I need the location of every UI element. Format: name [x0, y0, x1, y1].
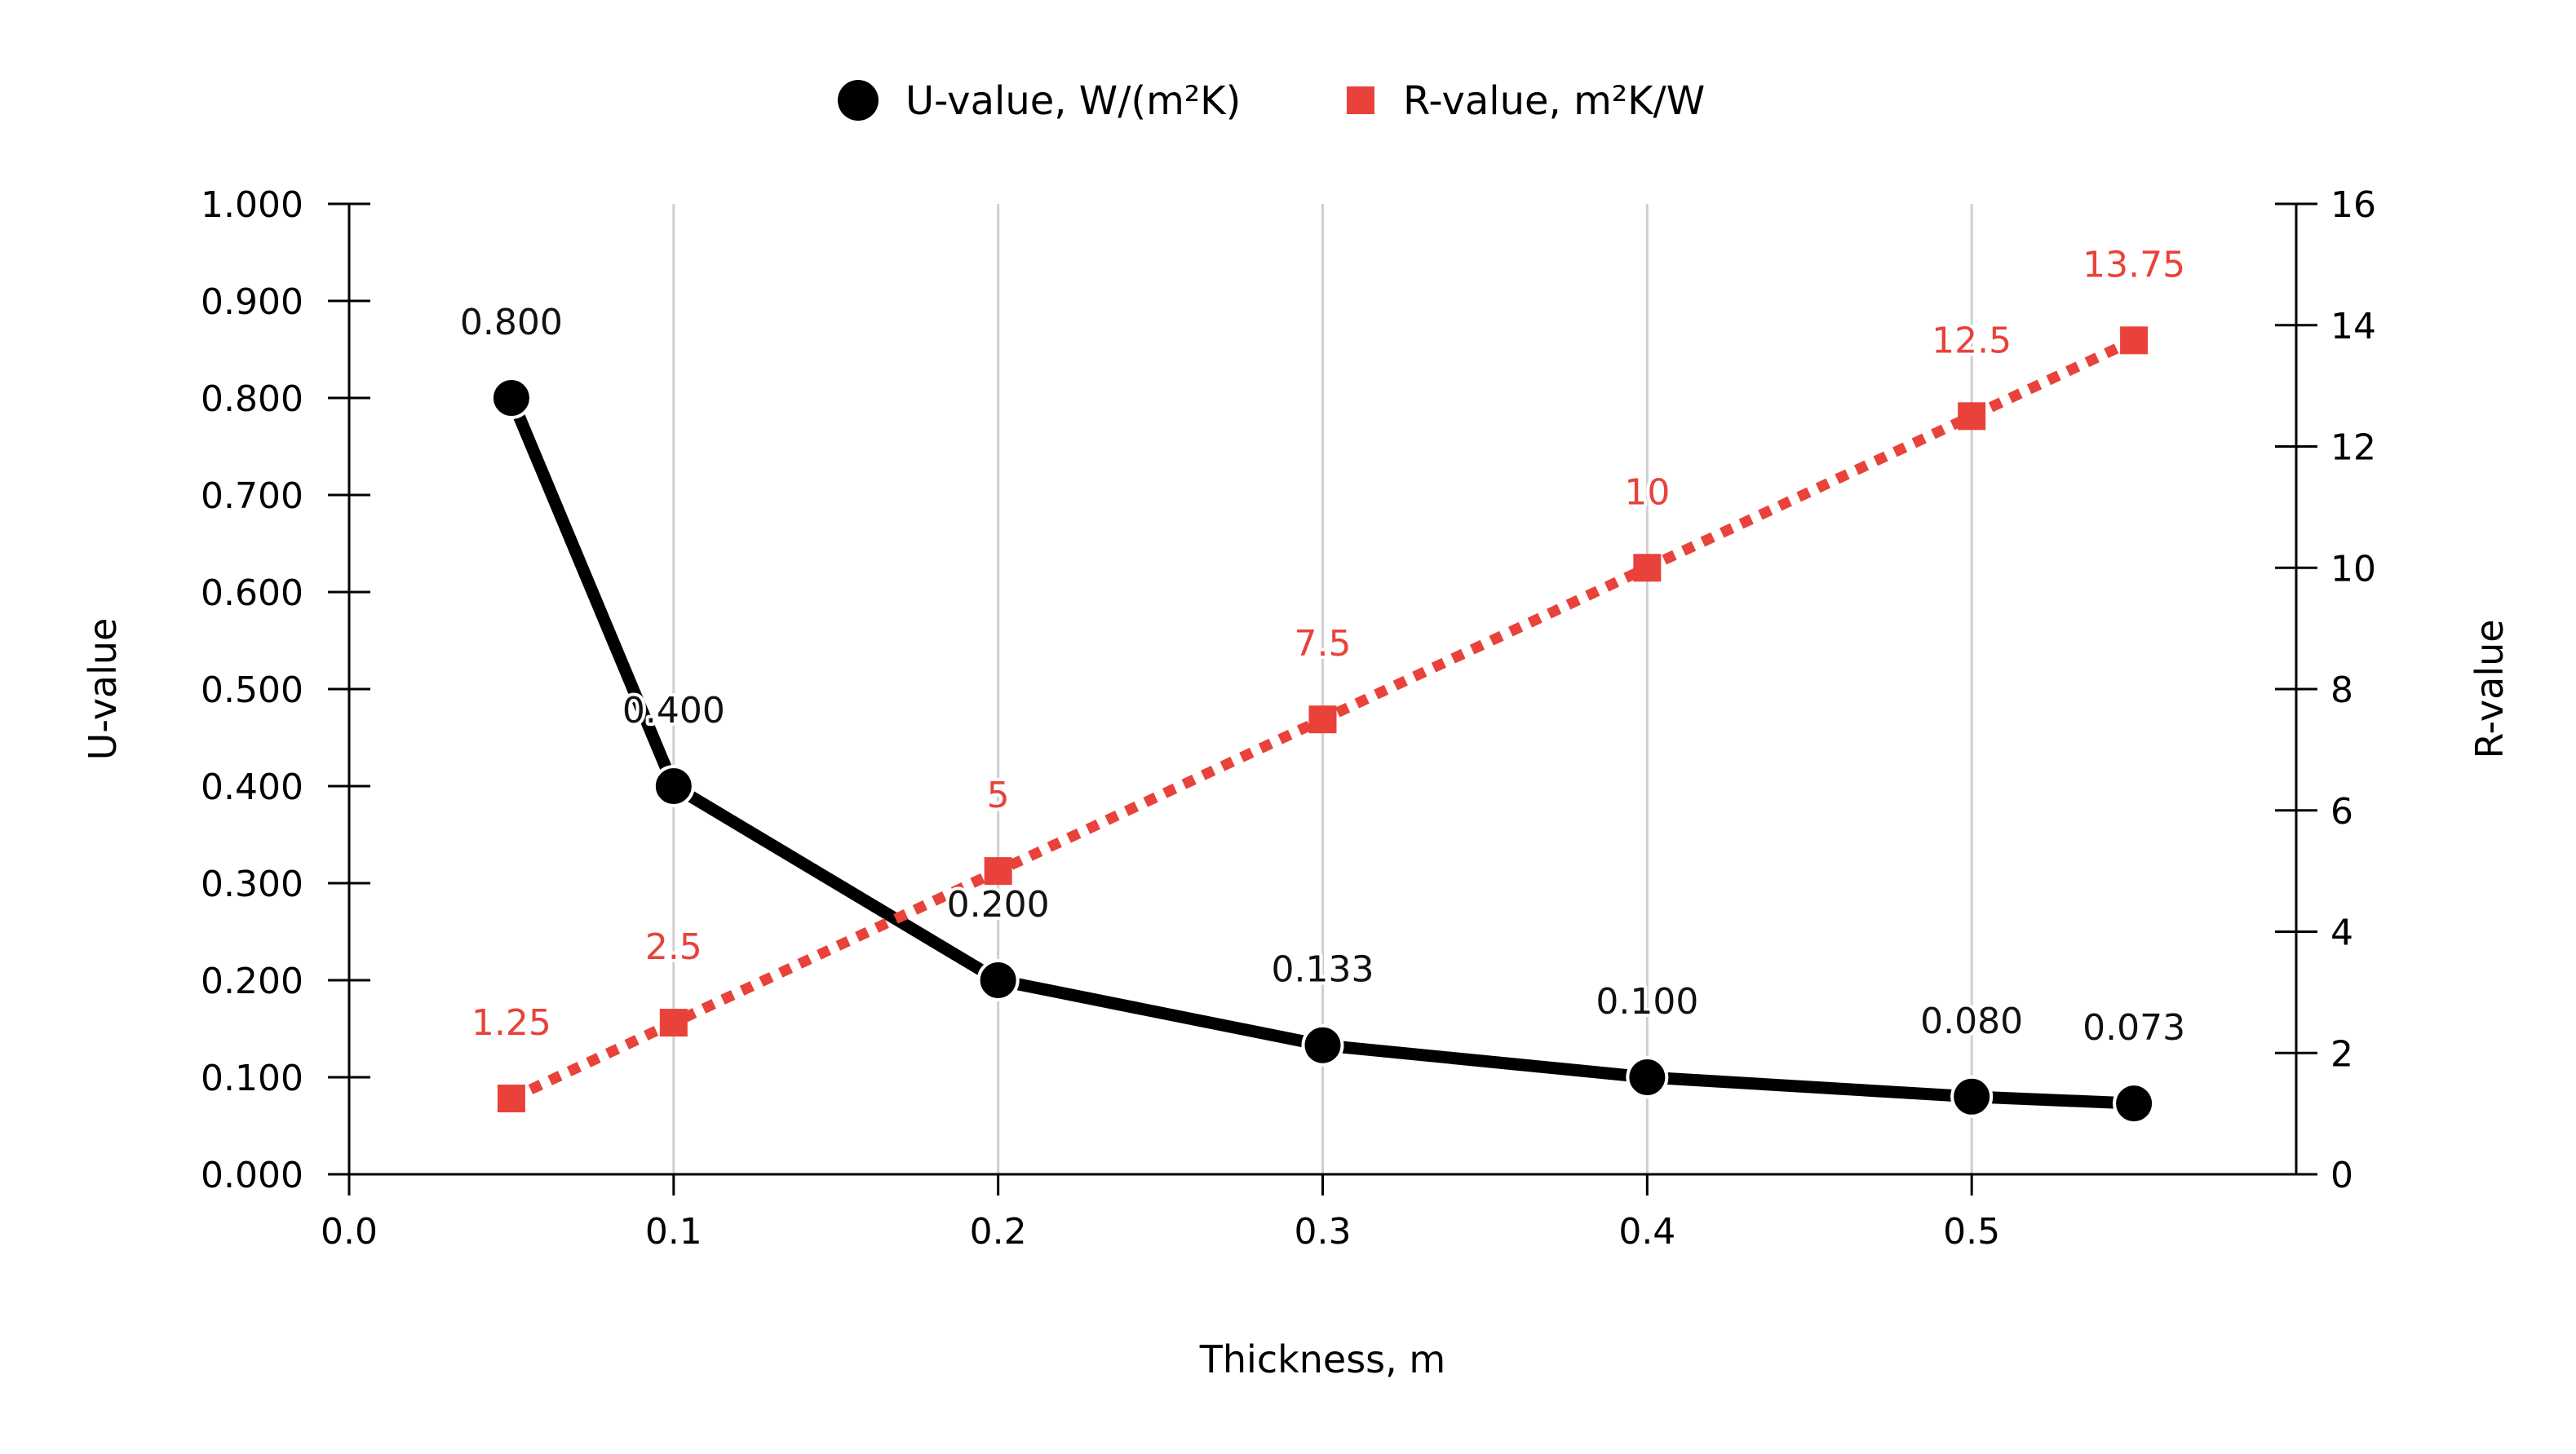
y-right-tick-label: 4 [2330, 913, 2353, 954]
axes-layer: 0.0 0.1 0.2 0.3 0.4 0.5 0.000 0.100 0.200 0.300 0.… [81, 184, 2512, 1381]
r-value-point [659, 1009, 688, 1037]
legend: U-value, W/(m²K) R-value, m²K/W [838, 78, 1705, 124]
data-labels-layer: 0.800 0.400 0.200 0.133 0.100 0.080 0.073 1.25 2… [457, 241, 2189, 1052]
x-tick-label: 0.2 [970, 1211, 1027, 1253]
y-left-tick-label: 0.300 [201, 864, 303, 905]
u-value-point [1301, 1023, 1344, 1067]
y-right-tick-label: 16 [2330, 184, 2376, 226]
x-tick-label: 0.4 [1618, 1211, 1675, 1253]
u-value-data-label: 0.073 [2082, 1007, 2185, 1049]
r-value-data-label: 13.75 [2082, 244, 2185, 285]
u-value-data-label: 0.200 [947, 884, 1050, 926]
u-value-data-label: 0.133 [1272, 949, 1374, 991]
y-left-axis-title: U-value [81, 618, 125, 761]
u-value-point [2113, 1082, 2156, 1125]
y-right-tick-label: 14 [2330, 306, 2376, 347]
r-value-point [2120, 326, 2149, 355]
legend-u-value-label: U-value, W/(m²K) [905, 78, 1241, 124]
u-value-point [1950, 1075, 1994, 1118]
y-right-tick-label: 12 [2330, 427, 2376, 469]
y-left-tick-label: 1.000 [201, 184, 303, 226]
y-left-tick-label: 0.500 [201, 670, 303, 711]
u-value-point [976, 959, 1020, 1001]
r-value-data-label: 1.25 [471, 1002, 551, 1044]
x-tick-label: 0.0 [321, 1211, 378, 1253]
u-value-data-label: 0.800 [460, 302, 563, 343]
y-left-tick-label: 0.600 [201, 572, 303, 614]
r-value-data-label: 7.5 [1295, 623, 1352, 665]
r-value-data-label: 2.5 [645, 926, 702, 968]
r-value-point [497, 1085, 525, 1113]
y-left-tick-label: 0.000 [201, 1155, 303, 1196]
x-tick-label: 0.3 [1295, 1211, 1352, 1253]
r-value-data-label: 5 [987, 775, 1010, 816]
u-value-point [489, 377, 533, 419]
x-tick-label: 0.1 [645, 1211, 702, 1253]
y-right-tick-label: 6 [2330, 791, 2353, 833]
y-right-axis-title: R-value [2468, 619, 2512, 758]
y-left-tick-label: 0.800 [201, 378, 303, 420]
y-right-tick-label: 0 [2330, 1155, 2353, 1196]
x-tick-label: 0.5 [1943, 1211, 2000, 1253]
y-left-tick-label: 0.100 [201, 1058, 303, 1099]
series-layer [489, 326, 2156, 1125]
r-value-point [1958, 402, 1986, 431]
u-value-data-label: 0.100 [1596, 981, 1698, 1023]
y-right-tick-label: 8 [2330, 670, 2353, 711]
y-left-tick-label: 0.400 [201, 767, 303, 808]
r-value-point [1308, 705, 1337, 734]
r-value-point [984, 857, 1012, 886]
r-value-data-label: 10 [1624, 471, 1670, 513]
y-right-tick-label: 2 [2330, 1033, 2353, 1075]
u-value-data-label: 0.080 [1920, 1001, 2023, 1042]
y-left-tick-label: 0.200 [201, 961, 303, 1002]
r-value-point [1633, 554, 1662, 582]
u-value-data-label: 0.400 [622, 690, 725, 731]
legend-r-value-label: R-value, m²K/W [1403, 78, 1705, 124]
u-value-point [652, 765, 695, 807]
x-axis-title: Thickness, m [1199, 1337, 1445, 1381]
u-value-point [1626, 1056, 1669, 1098]
y-left-tick-label: 0.900 [201, 281, 303, 323]
y-left-tick-label: 0.700 [201, 475, 303, 517]
legend-u-value-marker [838, 80, 879, 121]
y-right-tick-label: 10 [2330, 548, 2376, 590]
legend-r-value-marker [1347, 86, 1374, 114]
r-value-data-label: 12.5 [1932, 320, 2012, 361]
